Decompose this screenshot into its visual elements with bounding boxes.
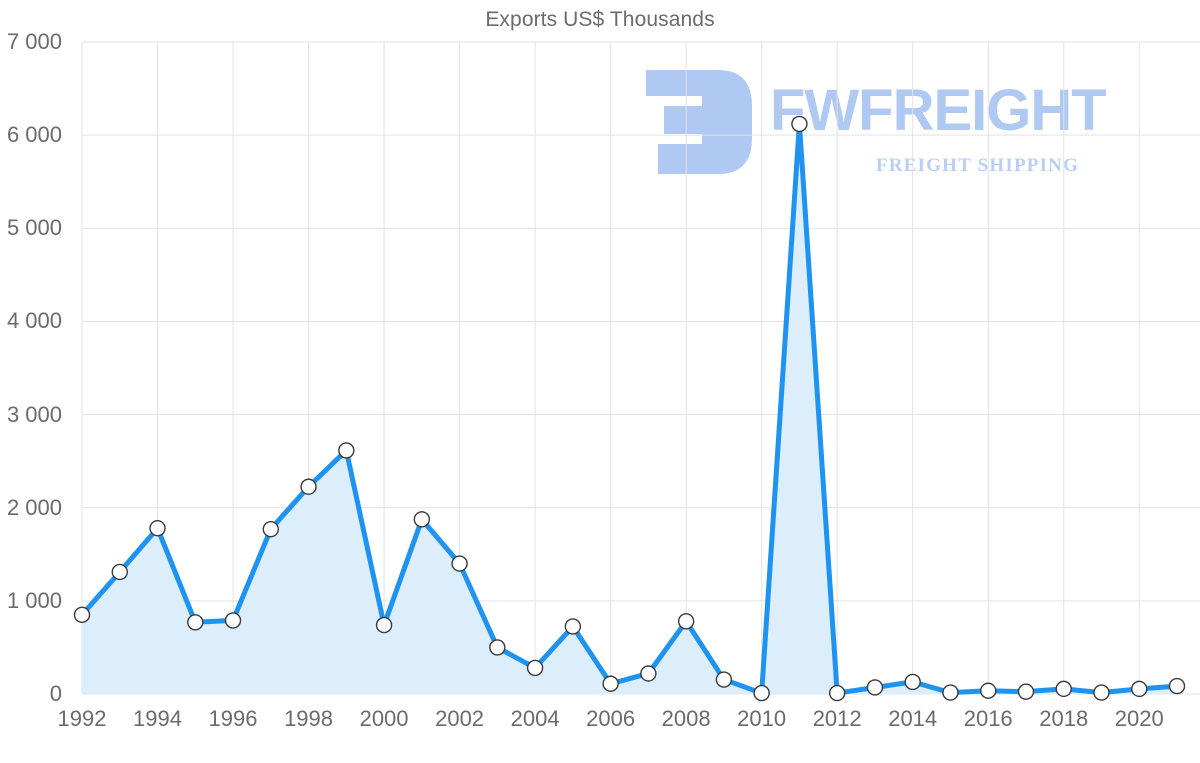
y-axis-tick-label: 1 000 [6,587,62,613]
data-point-marker[interactable] [187,614,204,631]
data-point-marker[interactable] [1131,680,1148,698]
area-fill [82,123,1177,695]
data-point-marker[interactable] [602,675,619,692]
x-axis-tick-label: 2008 [661,706,711,731]
data-point-marker[interactable] [980,682,997,699]
x-axis-tick-label: 2006 [586,706,636,731]
series-area [82,123,1177,695]
data-point-marker[interactable] [73,606,91,624]
data-point-marker[interactable] [375,616,393,634]
y-axis-tick-label: 3 000 [6,401,62,427]
data-point-marker[interactable] [262,520,279,538]
y-axis-tick-label: 2 000 [6,494,62,520]
data-markers[interactable] [73,115,1186,702]
data-point-marker[interactable] [489,639,506,656]
x-axis-tick-label: 1996 [208,706,258,731]
data-point-marker[interactable] [640,665,657,682]
x-axis-tick-label: 2020 [1114,706,1164,731]
x-axis-tick-label: 1994 [133,706,182,731]
data-point-marker[interactable] [1055,680,1072,698]
data-point-marker[interactable] [111,563,128,581]
x-axis-tick-label: 2016 [963,706,1013,731]
x-axis-tick-label: 2000 [359,706,409,731]
x-axis-tick-label: 2012 [812,706,862,731]
data-point-marker[interactable] [791,115,808,133]
data-point-marker[interactable] [564,618,582,635]
data-point-marker[interactable] [300,478,317,495]
data-point-marker[interactable] [942,684,959,701]
data-point-marker[interactable] [866,679,884,696]
data-point-marker[interactable] [753,684,770,702]
data-point-marker[interactable] [904,673,921,691]
data-point-marker[interactable] [526,659,544,677]
x-axis-tick-label: 2004 [510,706,560,731]
data-point-marker[interactable] [413,511,431,528]
y-axis-tick-label: 0 [49,681,62,706]
y-axis-tick-label: 5 000 [6,215,62,241]
data-point-marker[interactable] [149,520,166,537]
x-axis-tick-label: 2014 [888,706,938,731]
grid-lines [81,41,1200,695]
x-axis-tick-label: 2018 [1039,706,1089,731]
data-point-marker[interactable] [451,555,468,572]
y-axis-tick-label: 4 000 [6,308,62,334]
chart-title: Exports US$ Thousands [485,8,715,31]
y-axis-tick-label: 7 000 [6,29,62,54]
x-axis-tick-label: 2010 [737,706,787,731]
data-point-marker[interactable] [828,684,846,702]
x-axis-tick-label: 1992 [57,706,107,731]
data-point-marker[interactable] [338,442,355,459]
data-point-marker[interactable] [677,613,695,630]
x-axis-tick-label: 1998 [284,706,334,731]
data-point-marker[interactable] [1168,677,1186,695]
data-point-marker[interactable] [1093,684,1110,701]
data-point-marker[interactable] [715,671,733,688]
data-point-marker[interactable] [224,612,242,629]
data-point-marker[interactable] [1017,683,1035,700]
y-axis-tick-label: 6 000 [6,122,62,148]
x-axis-tick-label: 2002 [435,706,485,731]
